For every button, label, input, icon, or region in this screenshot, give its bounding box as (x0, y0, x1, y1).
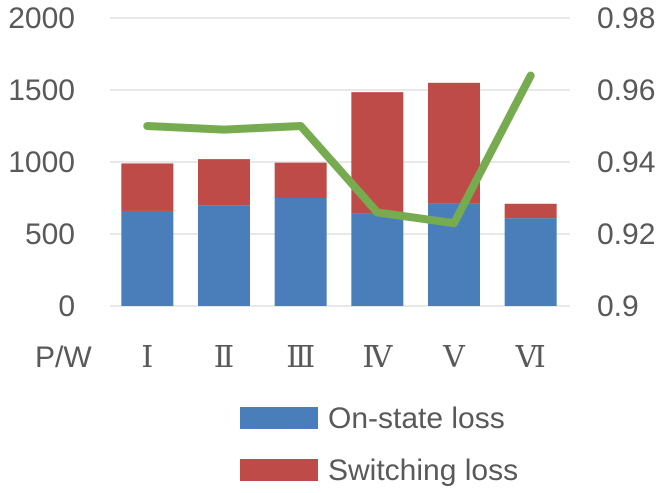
gridlines (110, 17, 570, 307)
y2-tick-label: 0.98 (597, 2, 655, 35)
category-label: Ⅲ (286, 340, 315, 375)
y-tick-label: 2000 (8, 2, 75, 35)
efficiency-line (143, 71, 535, 228)
left-axis-ticks: 0 500 1000 1500 2000 (8, 2, 75, 323)
right-axis-ticks: 0.9 0.92 0.94 0.96 0.98 (597, 2, 655, 323)
category-label: Ⅰ (141, 340, 153, 375)
legend-swatch (240, 407, 318, 429)
legend: On-state loss Switching loss (240, 402, 518, 487)
bar-on-state-loss (274, 198, 327, 306)
bar-on-state-loss (121, 210, 174, 306)
y2-tick-label: 0.94 (597, 146, 655, 179)
category-label: Ⅵ (515, 340, 546, 375)
bar-on-state-loss (351, 213, 404, 306)
category-label: Ⅱ (214, 340, 234, 375)
y2-tick-label: 0.92 (597, 218, 655, 251)
y-tick-label: 1500 (8, 74, 75, 107)
bar-on-state-loss (198, 205, 250, 306)
bar-switching-loss (198, 159, 250, 206)
category-labels: Ⅰ Ⅱ Ⅲ Ⅳ Ⅴ Ⅵ (141, 340, 545, 375)
bar-on-state-loss (504, 218, 557, 306)
y2-tick-label: 0.9 (597, 290, 639, 323)
efficiency-line-layer (143, 71, 535, 228)
bar-switching-loss (121, 163, 174, 211)
bars (121, 82, 557, 306)
y-tick-label: 500 (25, 218, 75, 251)
bar-switching-loss (274, 162, 327, 198)
category-label: Ⅴ (442, 340, 466, 375)
legend-label: On-state loss (328, 402, 505, 435)
category-label: Ⅳ (362, 340, 393, 375)
bar-switching-loss (504, 203, 557, 219)
y2-tick-label: 0.96 (597, 74, 655, 107)
legend-label: Switching loss (328, 454, 518, 487)
y-tick-label: 1000 (8, 146, 75, 179)
y-tick-label: 0 (58, 290, 75, 323)
legend-swatch (240, 459, 318, 481)
y-axis-label: P/W (35, 341, 92, 374)
